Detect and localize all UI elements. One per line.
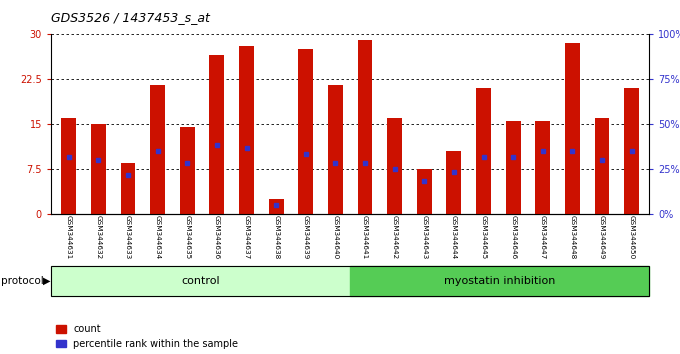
Text: GSM344638: GSM344638 [273, 215, 279, 259]
Bar [565, 42, 580, 214]
Bar [61, 118, 76, 214]
Legend: count, percentile rank within the sample: count, percentile rank within the sample [56, 324, 239, 349]
Text: GSM344636: GSM344636 [214, 215, 220, 259]
Text: GDS3526 / 1437453_s_at: GDS3526 / 1437453_s_at [51, 11, 210, 24]
Bar [506, 121, 520, 214]
Bar [180, 127, 194, 214]
Text: GSM344642: GSM344642 [392, 215, 398, 259]
Bar [358, 40, 373, 214]
Text: GSM344649: GSM344649 [599, 215, 605, 259]
Bar [447, 151, 461, 214]
Bar [328, 85, 343, 214]
Text: GSM344633: GSM344633 [125, 215, 131, 259]
Bar [417, 169, 432, 214]
Text: GSM344634: GSM344634 [154, 215, 160, 259]
Text: control: control [182, 275, 220, 286]
Bar [269, 199, 284, 214]
Text: GSM344632: GSM344632 [95, 215, 101, 259]
Bar [476, 88, 491, 214]
Text: GSM344643: GSM344643 [421, 215, 427, 259]
Text: myostatin inhibition: myostatin inhibition [444, 275, 556, 286]
Text: GSM344646: GSM344646 [510, 215, 516, 259]
Text: GSM344640: GSM344640 [333, 215, 339, 259]
Text: GSM344637: GSM344637 [243, 215, 250, 259]
Bar [624, 88, 639, 214]
Bar [209, 55, 224, 214]
Bar [299, 48, 313, 214]
Text: GSM344635: GSM344635 [184, 215, 190, 259]
Bar [51, 266, 350, 296]
Bar [535, 121, 550, 214]
Bar [239, 46, 254, 214]
Text: GSM344641: GSM344641 [362, 215, 368, 259]
Bar [387, 118, 402, 214]
Bar [150, 85, 165, 214]
Bar [594, 118, 609, 214]
Bar [91, 124, 106, 214]
Text: ▶: ▶ [43, 275, 50, 286]
Bar [350, 266, 649, 296]
Text: GSM344645: GSM344645 [481, 215, 486, 259]
Text: GSM344650: GSM344650 [628, 215, 634, 259]
Text: protocol: protocol [1, 275, 44, 286]
Text: GSM344648: GSM344648 [569, 215, 575, 259]
Text: GSM344631: GSM344631 [66, 215, 72, 259]
Bar [120, 163, 135, 214]
Text: GSM344639: GSM344639 [303, 215, 309, 259]
Text: GSM344644: GSM344644 [451, 215, 457, 259]
Text: GSM344647: GSM344647 [540, 215, 546, 259]
